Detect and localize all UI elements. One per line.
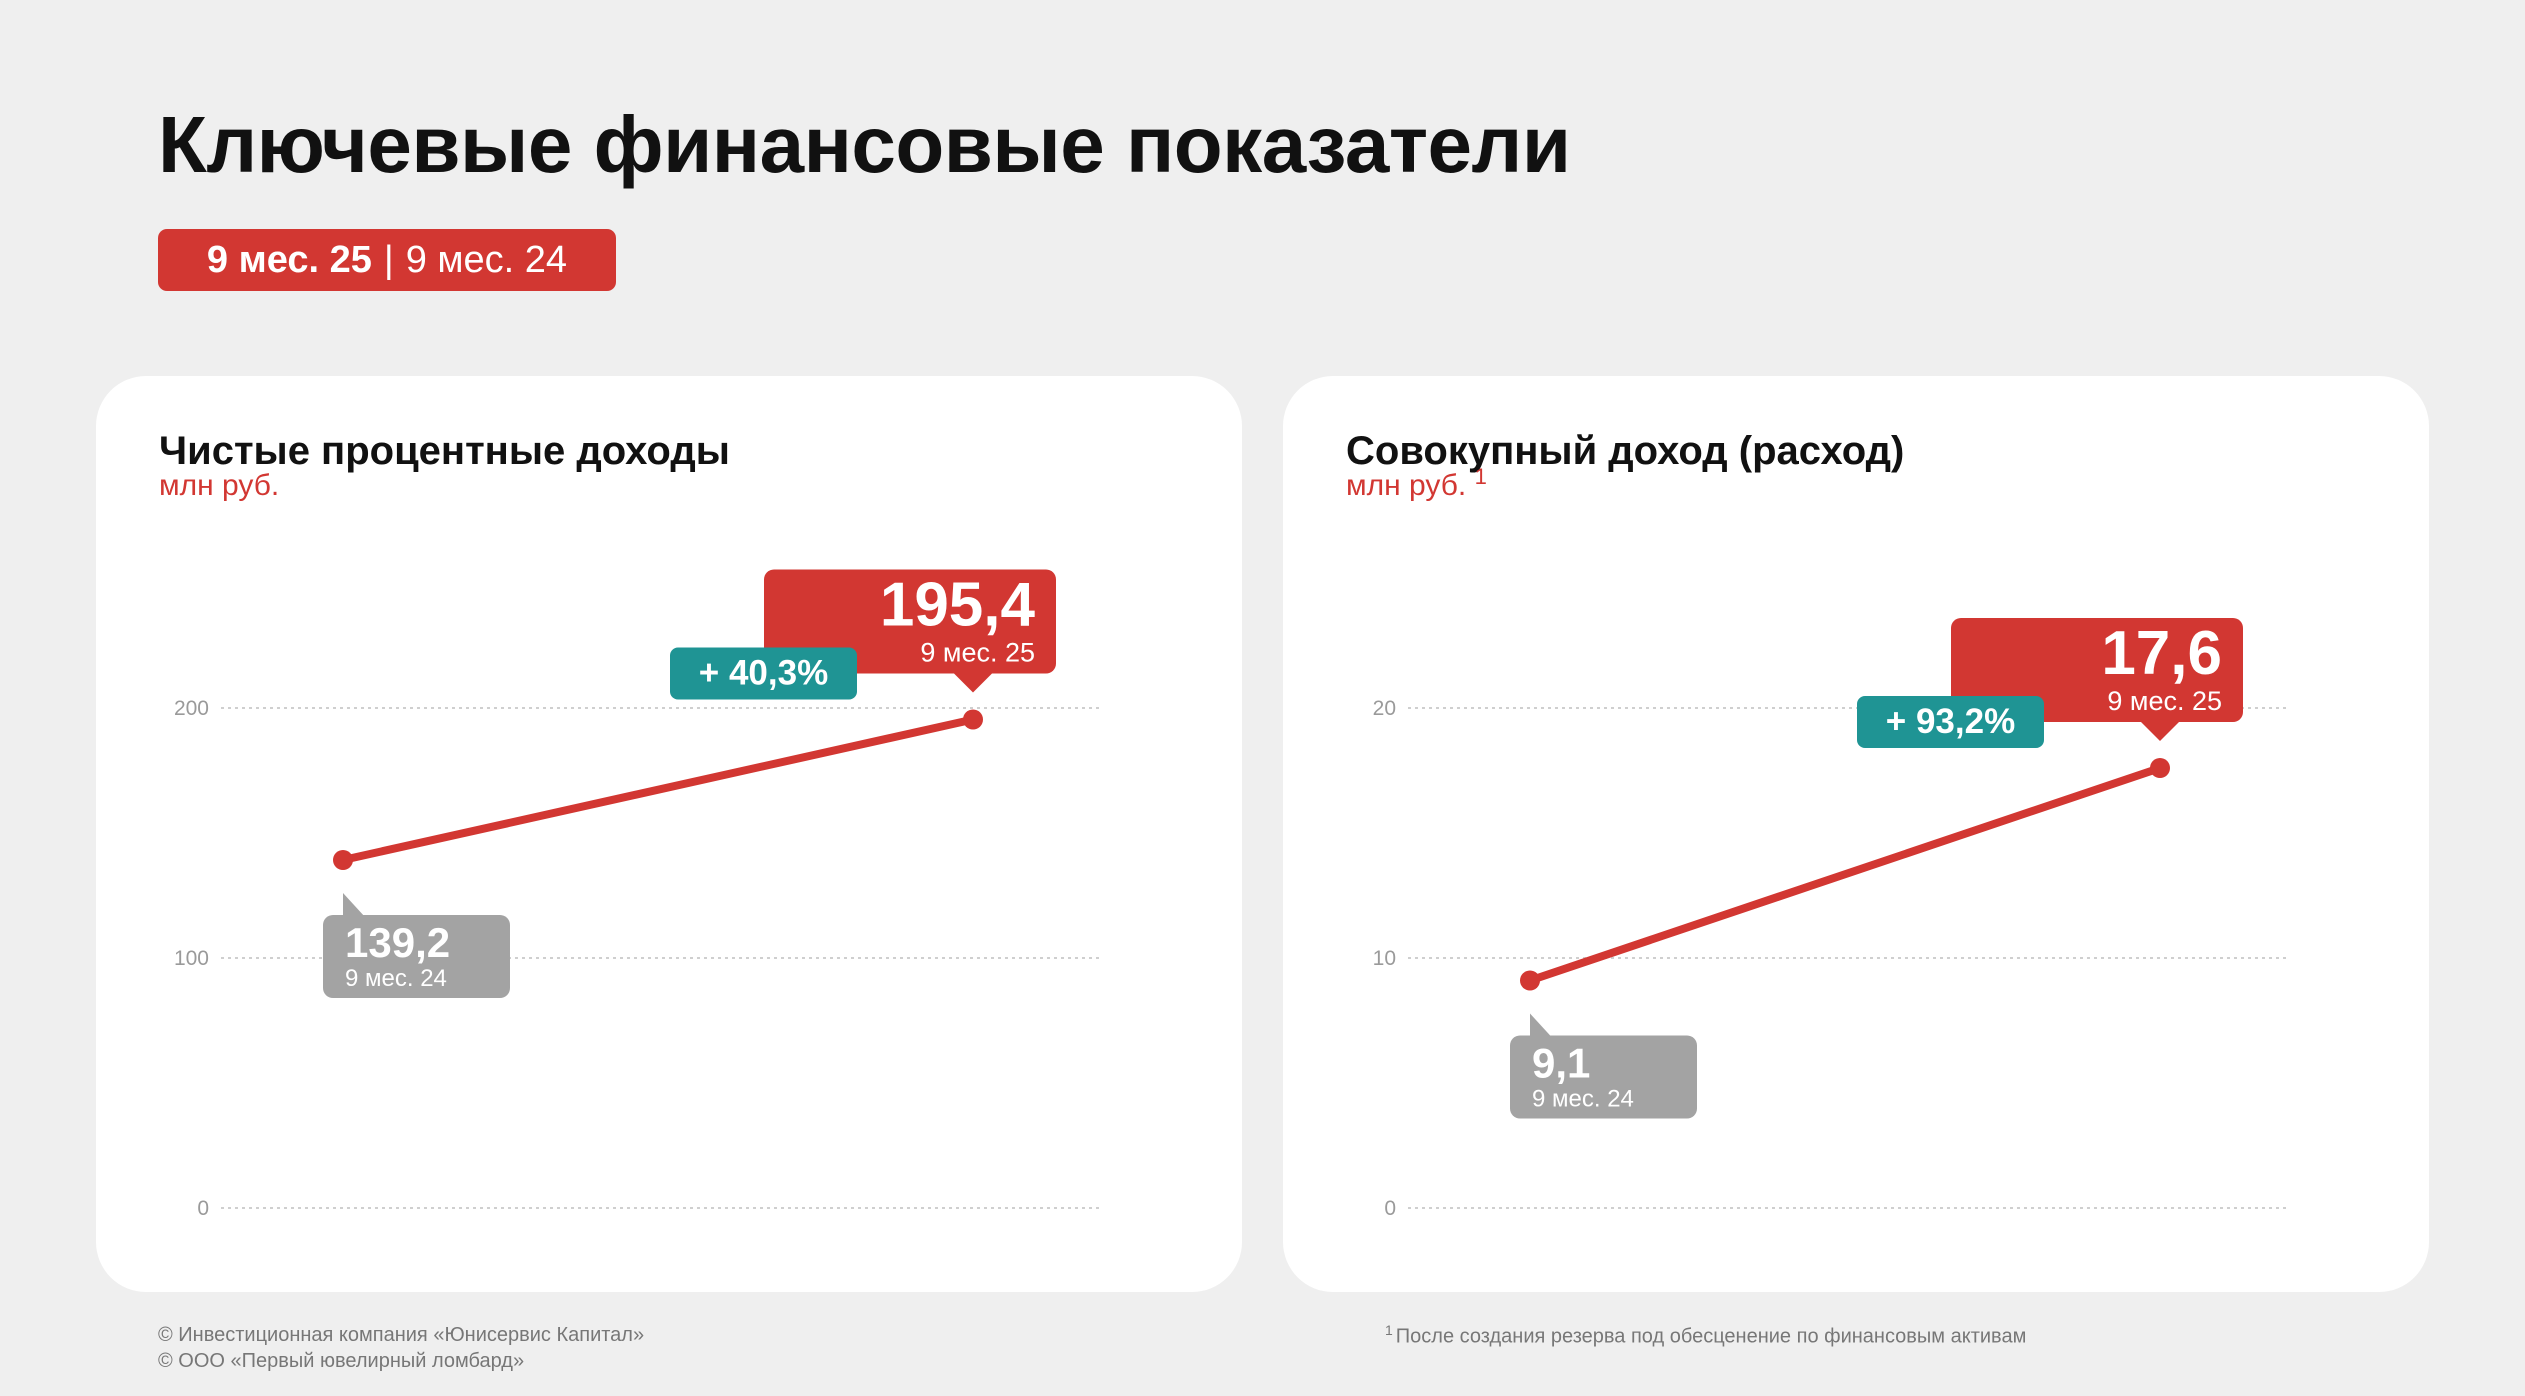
- footnote-text: После создания резерва под обесценение п…: [1395, 1325, 2027, 1348]
- data-label-previous: 139,2: [345, 919, 450, 966]
- callout-pointer: [1530, 1013, 1552, 1038]
- data-point: [333, 850, 353, 870]
- chart-comprehensive-income: 0 10 20 9,19 мес. 24 17,69 мес. 25 + 93,2%: [1373, 618, 2286, 1220]
- period-current: 9 мес. 25: [206, 238, 372, 281]
- period-badge: 9 мес. 25 | 9 мес. 24: [158, 229, 616, 291]
- copyright-line: © ООО «Первый ювелирный ломбард»: [158, 1350, 525, 1372]
- data-point: [2150, 758, 2170, 778]
- chart-card-comprehensive-income: Совокупный доход (расход) млн руб. 1 0 10…: [1283, 376, 2429, 1292]
- footer-copyright: © Инвестиционная компания «Юнисервис Кап…: [158, 1322, 644, 1374]
- chart-unit-text: млн руб.: [159, 469, 280, 502]
- chart-unit: млн руб. 1: [1346, 466, 1487, 502]
- y-tick-label: 100: [174, 947, 209, 970]
- growth-label: + 93,2%: [1886, 702, 2015, 741]
- chart-unit-text: млн руб.: [1346, 469, 1467, 502]
- growth-badge: [670, 647, 857, 700]
- chart-unit: млн руб.: [159, 471, 279, 501]
- data-point: [1520, 970, 1540, 991]
- data-label-previous: 9,1: [1532, 1040, 1590, 1087]
- period-label-previous: 9 мес. 24: [1532, 1086, 1634, 1113]
- y-tick-label: 0: [197, 1197, 209, 1220]
- callout-pointer: [953, 672, 993, 693]
- data-point: [963, 709, 983, 730]
- y-tick-label: 20: [1373, 697, 1396, 720]
- copyright-line: © Инвестиционная компания «Юнисервис Кап…: [158, 1324, 645, 1346]
- footnote-mark: 1: [1385, 1322, 1393, 1338]
- callout-previous: [323, 915, 510, 998]
- period-previous: 9 мес. 24: [405, 238, 568, 281]
- period-label-current: 9 мес. 25: [920, 638, 1035, 668]
- growth-label: + 40,3%: [699, 654, 828, 693]
- data-label-current: 195,4: [880, 571, 1036, 640]
- growth-badge: [1857, 696, 2044, 748]
- chart-net-interest-income: 0 100 200 139,29 мес. 24 195,49 мес. 25 + 40,…: [174, 569, 1099, 1220]
- chart-title: Совокупный доход (расход): [1346, 429, 1905, 473]
- footnote: 1 После создания резерва под обесценение …: [1385, 1322, 2026, 1349]
- callout-pointer: [2140, 721, 2180, 741]
- footnote-ref: 1: [1474, 464, 1487, 489]
- page-title: Ключевые финансовые показатели: [158, 100, 1571, 189]
- period-label-current: 9 мес. 25: [2107, 686, 2222, 716]
- series-line: [1526, 764, 2164, 985]
- chart-title: Чистые процентные доходы: [159, 429, 730, 473]
- period-separator: |: [383, 238, 394, 281]
- y-tick-label: 0: [1384, 1197, 1396, 1220]
- chart-card-net-interest-income: Чистые процентные доходы млн руб. 0 100 20…: [96, 376, 1242, 1292]
- y-tick-label: 10: [1373, 947, 1396, 970]
- series-line: [339, 715, 977, 864]
- y-tick-label: 200: [174, 697, 209, 720]
- callout-previous: [1510, 1035, 1697, 1119]
- period-label-previous: 9 мес. 24: [345, 965, 447, 992]
- callout-pointer: [343, 893, 365, 917]
- data-label-current: 17,6: [2101, 619, 2222, 688]
